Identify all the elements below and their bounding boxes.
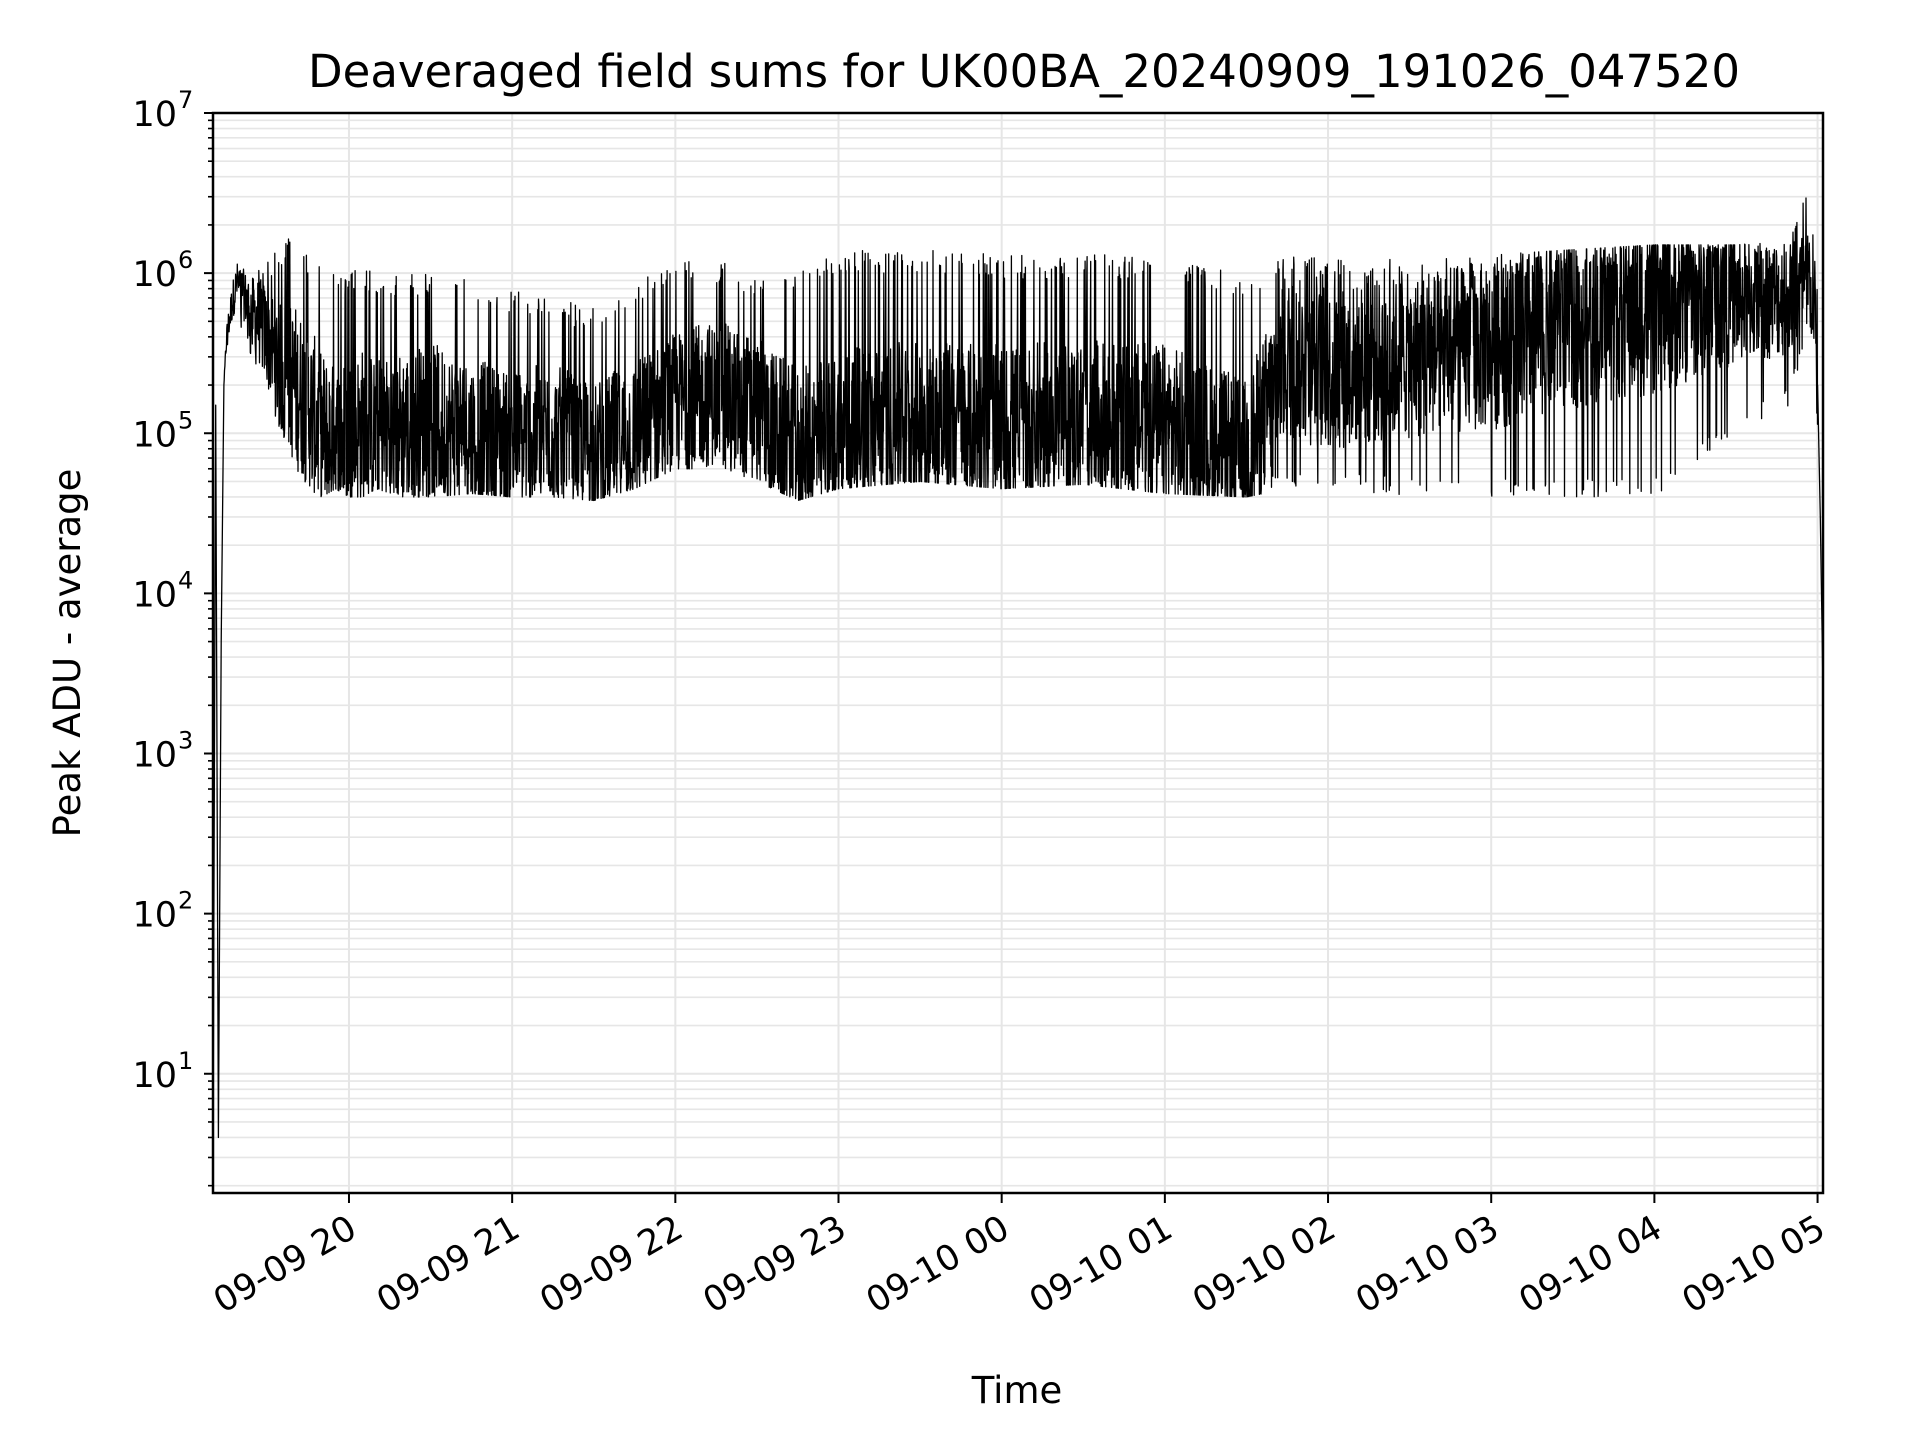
y-tick-base: 10 bbox=[132, 1056, 177, 1096]
y-tick-exponent: 4 bbox=[178, 566, 193, 594]
y-tick-label: 10 bbox=[132, 736, 177, 776]
y-tick-base: 10 bbox=[132, 415, 177, 455]
chart-title: Deaveraged field sums for UK00BA_2024090… bbox=[308, 45, 1740, 98]
series-line-path bbox=[213, 197, 1823, 1158]
y-tick-base: 10 bbox=[132, 95, 177, 135]
y-tick-label: 10 bbox=[132, 1056, 177, 1096]
series-line bbox=[213, 197, 1823, 1158]
y-tick-base: 10 bbox=[132, 575, 177, 615]
x-axis-title: Time bbox=[971, 1369, 1063, 1412]
y-tick-exponent: 1 bbox=[178, 1047, 193, 1075]
y-tick-label: 10 bbox=[132, 415, 177, 455]
y-tick-label: 10 bbox=[132, 575, 177, 615]
y-tick-exponent: 5 bbox=[178, 406, 193, 434]
y-tick-exponent: 3 bbox=[178, 727, 193, 755]
y-tick-exponent: 7 bbox=[178, 86, 193, 114]
y-tick-base: 10 bbox=[132, 896, 177, 936]
y-tick-label: 10 bbox=[132, 255, 177, 295]
y-tick-base: 10 bbox=[132, 736, 177, 776]
plot-frame bbox=[211, 111, 1825, 1195]
y-tick-label: 10 bbox=[132, 95, 177, 135]
y-axis-title: Peak ADU - average bbox=[46, 469, 89, 838]
y-tick-exponent: 2 bbox=[178, 887, 193, 915]
y-tick-label: 10 bbox=[132, 896, 177, 936]
y-tick-exponent: 6 bbox=[178, 246, 193, 274]
y-tick-base: 10 bbox=[132, 255, 177, 295]
